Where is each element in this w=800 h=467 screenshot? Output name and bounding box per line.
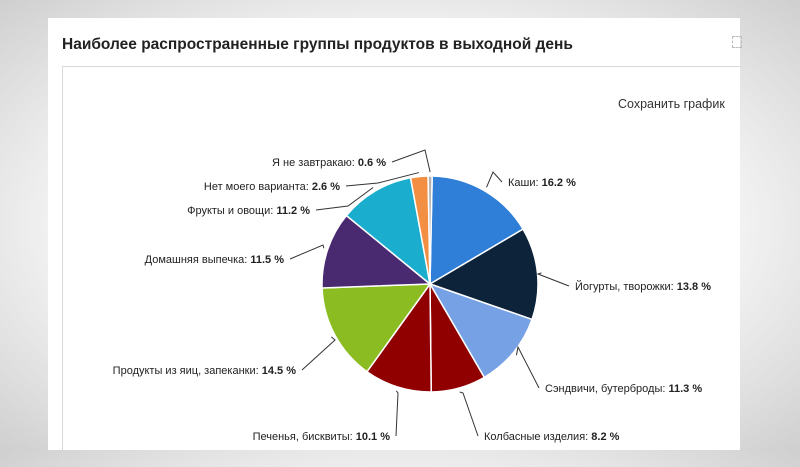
pie-slice[interactable]: [427, 175, 433, 285]
slice-label: Домашняя выпечка: 11.5 %: [145, 254, 285, 266]
slice-label-value: 13.8 %: [677, 281, 711, 293]
pie-slice[interactable]: [321, 283, 432, 373]
slice-connector: [536, 272, 570, 287]
slice-connector: [515, 345, 540, 389]
slice-label: Я не завтракаю: 0.6 %: [272, 157, 386, 169]
slice-label-name: Продукты из яиц, запеканки:: [113, 365, 262, 377]
slice-label-name: Каши:: [508, 177, 542, 189]
pie-chart: Каши: 16.2 % Йогурты, творожки: 13.8 % Сэн…: [113, 149, 711, 443]
slice-label-value: 14.5 %: [262, 365, 296, 377]
slice-connector: [486, 171, 503, 188]
slice-connector: [345, 172, 420, 187]
expand-icon[interactable]: [732, 36, 742, 48]
slice-label-value: 10.1 %: [356, 431, 390, 443]
slice-label-name: Йогурты, творожки:: [575, 280, 677, 293]
slice-connector: [391, 149, 431, 173]
slice-connector: [315, 187, 374, 211]
pie-slice[interactable]: [428, 282, 533, 379]
slice-label-value: 2.6 %: [312, 181, 340, 193]
slice-connector: [395, 390, 399, 437]
pie-slice[interactable]: [345, 176, 432, 286]
save-chart-button[interactable]: Сохранить график: [618, 97, 725, 111]
slice-label-value: 16.2 %: [542, 177, 576, 189]
pie-slice[interactable]: [429, 175, 525, 286]
pie-slice[interactable]: [321, 214, 433, 289]
slice-label-name: Я не завтракаю:: [272, 157, 358, 169]
slice-label: Йогурты, творожки: 13.8 %: [575, 280, 711, 293]
slice-label: Сэндвичи, бутерброды: 11.3 %: [545, 383, 702, 395]
slice-connector: [289, 244, 325, 260]
slice-label-name: Домашняя выпечка:: [145, 254, 251, 266]
slice-label-value: 0.6 %: [358, 157, 386, 169]
slice-label-name: Нет моего варианта:: [204, 181, 312, 193]
slice-label: Печенья, бисквиты: 10.1 %: [253, 431, 391, 443]
slice-label-name: Фрукты и овощи:: [187, 205, 276, 217]
slice-label-value: 11.2 %: [276, 205, 310, 217]
chart-area: [62, 66, 743, 467]
chart-title: Наиболее распространенные группы продукт…: [62, 36, 573, 53]
slice-connector: [301, 336, 336, 371]
slice-label: Каши: 16.2 %: [508, 177, 576, 189]
slice-label-value: 11.5 %: [250, 254, 284, 266]
slice-label: Фрукты и овощи: 11.2 %: [187, 205, 310, 217]
slice-label: Колбасные изделия: 8.2 %: [484, 431, 620, 443]
pie-slice[interactable]: [428, 228, 539, 321]
slice-label-value: 11.3 %: [668, 383, 702, 395]
slice-label-value: 8.2 %: [591, 431, 619, 443]
slice-label-name: Колбасные изделия:: [484, 431, 591, 443]
slice-label-name: Печенья, бисквиты:: [253, 431, 356, 443]
slice-label-name: Сэндвичи, бутерброды:: [545, 383, 668, 395]
slice-label: Продукты из яиц, запеканки: 14.5 %: [113, 365, 297, 377]
slice-connector: [459, 391, 479, 437]
slice-label: Нет моего варианта: 2.6 %: [204, 181, 340, 193]
